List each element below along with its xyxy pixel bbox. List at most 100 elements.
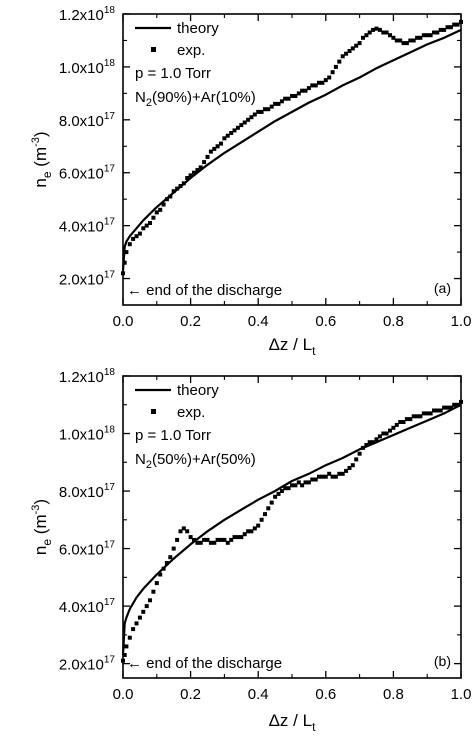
y-tick-mantissa: 8.0x10: [59, 113, 104, 130]
exp-point: [394, 38, 399, 43]
exp-point: [249, 115, 254, 120]
exp-point: [219, 537, 223, 542]
y-tick-mantissa: 4.0x10: [59, 599, 104, 616]
exp-point: [279, 99, 284, 104]
exp-point: [195, 540, 200, 545]
exp-point: [168, 555, 173, 560]
exp-point: [377, 434, 382, 439]
y-tick-exponent: 17: [104, 540, 116, 551]
exp-point: [235, 125, 240, 130]
exp-point: [401, 41, 406, 46]
exp-point: [283, 96, 288, 101]
exp-point: [269, 104, 274, 109]
exp-point: [398, 420, 403, 424]
exp-point: [404, 41, 409, 46]
exp-point: [222, 537, 227, 542]
exp-point: [235, 535, 240, 540]
x-axis-title-base: Δz / L: [269, 711, 312, 730]
exp-point: [290, 483, 294, 488]
exp-point: [442, 27, 447, 32]
exp-point: [232, 535, 237, 540]
y-tick-label: 1.0x1018: [59, 58, 116, 77]
exp-point: [178, 529, 183, 534]
annotation-end-of-discharge: ← end of the discharge: [127, 282, 282, 299]
exp-point: [330, 474, 335, 479]
y-tick-mantissa: 1.0x10: [59, 427, 104, 444]
exp-point: [127, 635, 132, 640]
y-axis-title-unit-sup: -3: [30, 137, 42, 147]
x-tick-label: 0.8: [383, 313, 404, 330]
y-tick-label: 2.0x1017: [59, 655, 116, 674]
exp-point: [215, 144, 220, 149]
exp-point: [438, 27, 443, 32]
y-tick-label: 8.0x1017: [59, 482, 116, 501]
exp-point: [269, 500, 274, 505]
x-axis-title: Δz / Lt: [269, 711, 316, 734]
exp-point: [300, 88, 305, 93]
exp-point: [134, 234, 139, 239]
x-axis-title-sub: t: [312, 720, 316, 734]
y-tick-exponent: 18: [104, 58, 116, 69]
legend-gas-b: (90%)+Ar(10%): [152, 89, 256, 106]
exp-point: [208, 149, 213, 154]
exp-point: [415, 35, 420, 40]
y-tick-exponent: 17: [104, 597, 116, 608]
exp-point: [154, 210, 159, 215]
exp-point: [232, 128, 237, 133]
exp-point: [256, 523, 261, 528]
exp-point: [205, 537, 210, 542]
exp-point: [357, 451, 362, 456]
legend-exp-label: exp.: [177, 404, 205, 421]
exp-point: [327, 471, 332, 476]
exp-point: [266, 107, 271, 112]
exp-point: [337, 471, 342, 476]
exp-point: [327, 75, 332, 80]
exp-point: [171, 189, 176, 194]
exp-point: [121, 658, 125, 663]
y-axis-title-sub: e: [40, 171, 54, 178]
exp-point: [391, 425, 396, 430]
legend-gas-b: (50%)+Ar(50%): [152, 451, 256, 468]
exp-point: [202, 537, 207, 542]
exp-point: [432, 408, 436, 413]
exp-point: [388, 428, 392, 433]
exp-point: [127, 242, 132, 247]
exp-point: [418, 414, 423, 419]
y-axis-title: ne (m-3): [30, 131, 54, 187]
exp-point: [435, 408, 440, 413]
exp-point: [141, 609, 146, 614]
exp-point: [303, 88, 308, 93]
y-tick-label: 8.0x1017: [59, 111, 116, 130]
y-tick-label: 1.0x1018: [59, 425, 116, 444]
exp-point: [459, 19, 463, 24]
exp-point: [347, 49, 352, 53]
exp-point: [131, 627, 136, 632]
exp-point: [252, 526, 257, 531]
exp-point: [279, 489, 284, 493]
exp-point: [415, 414, 420, 419]
exp-point: [455, 402, 460, 407]
x-tick-label: 0.6: [315, 313, 336, 330]
exp-point: [242, 532, 247, 537]
y-tick-label: 1.2x1018: [59, 5, 116, 24]
exp-point: [205, 154, 210, 159]
exp-point: [384, 30, 389, 35]
exp-point: [361, 445, 365, 450]
exp-point: [361, 35, 365, 40]
exp-point: [242, 120, 247, 125]
exp-point: [137, 615, 142, 620]
y-tick-exponent: 17: [104, 111, 116, 122]
exp-point: [340, 54, 345, 59]
legend-gas-a: N: [135, 89, 146, 106]
exp-point: [283, 486, 288, 491]
y-tick-label: 6.0x1017: [59, 540, 116, 559]
exp-point: [239, 123, 244, 128]
exp-point: [175, 186, 180, 191]
exp-point: [432, 30, 436, 35]
exp-point: [273, 494, 278, 499]
exp-point: [141, 226, 146, 231]
exp-point: [286, 96, 291, 101]
exp-point: [388, 33, 392, 38]
y-axis-title-base: n: [31, 546, 50, 555]
exp-point: [161, 566, 166, 571]
